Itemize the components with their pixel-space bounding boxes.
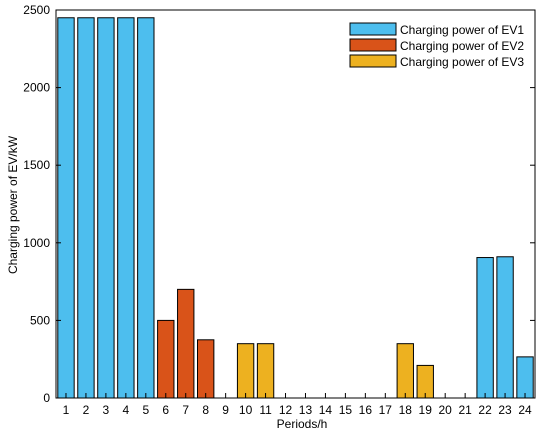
x-tick-label: 4 [123, 403, 130, 417]
x-axis-label: Periods/h [277, 417, 328, 431]
x-tick-label: 3 [103, 403, 110, 417]
x-tick-label: 16 [359, 403, 373, 417]
y-tick-label: 2500 [23, 3, 50, 17]
bar-ev1-period-1 [57, 17, 75, 399]
x-tick-label: 21 [458, 403, 472, 417]
x-tick-label: 10 [239, 403, 253, 417]
bar-ev2-period-8 [197, 339, 215, 399]
bar-ev3-period-10 [236, 343, 255, 399]
legend: Charging power of EV1 Charging power of E… [343, 17, 530, 76]
x-tick-label: 1 [63, 403, 70, 417]
x-tick-label: 11 [259, 403, 272, 417]
bar-ev1-period-22 [476, 257, 494, 399]
legend-swatch-ev2 [349, 38, 397, 52]
x-tick-label: 19 [419, 403, 433, 417]
bar-ev3-period-18 [396, 343, 414, 399]
x-tick-label: 9 [222, 403, 229, 417]
x-tick-label: 6 [162, 403, 169, 417]
axes-layer [55, 9, 536, 399]
x-tick-label: 8 [202, 403, 209, 417]
x-tick-label: 18 [399, 403, 413, 417]
legend-swatch-ev3 [349, 54, 397, 68]
bar-ev2-period-6 [157, 319, 175, 399]
x-tick-label: 17 [379, 403, 393, 417]
legend-swatch-ev1 [349, 22, 397, 36]
bar-ev1-period-24 [516, 356, 534, 399]
y-tick-label: 500 [30, 313, 50, 327]
x-tick-label: 14 [319, 403, 333, 417]
x-tick-label: 12 [279, 403, 293, 417]
y-tick-label: 1500 [23, 158, 50, 172]
x-tick-label: 24 [518, 403, 532, 417]
x-tick-label: 15 [339, 403, 353, 417]
legend-label-ev2: Charging power of EV2 [400, 39, 524, 53]
y-tick-label: 1000 [23, 236, 50, 250]
bars-layer [57, 17, 534, 399]
x-tick-label: 13 [299, 403, 313, 417]
bar-ev1-period-23 [496, 256, 514, 399]
x-tick-label: 22 [478, 403, 492, 417]
bar-ev2-period-7 [177, 288, 195, 399]
x-tick-label: 20 [439, 403, 453, 417]
legend-label-ev3: Charging power of EV3 [400, 55, 524, 69]
plot-frame [55, 9, 536, 399]
bar-ev1-period-3 [97, 17, 115, 399]
x-tick-label: 23 [498, 403, 512, 417]
x-tick-label: 7 [182, 403, 189, 417]
x-tick-label: 5 [142, 403, 149, 417]
bar-ev3-period-11 [256, 343, 275, 399]
y-axis-label: Charging power of EV/kW [6, 135, 20, 274]
bar-ev1-period-2 [77, 17, 95, 399]
bar-ev1-period-4 [117, 17, 135, 399]
y-tick-label: 0 [43, 391, 50, 405]
y-tick-label: 2000 [23, 81, 50, 95]
x-tick-label: 2 [83, 403, 90, 417]
bar-ev1-period-5 [137, 17, 155, 399]
legend-label-ev1: Charging power of EV1 [400, 23, 524, 37]
